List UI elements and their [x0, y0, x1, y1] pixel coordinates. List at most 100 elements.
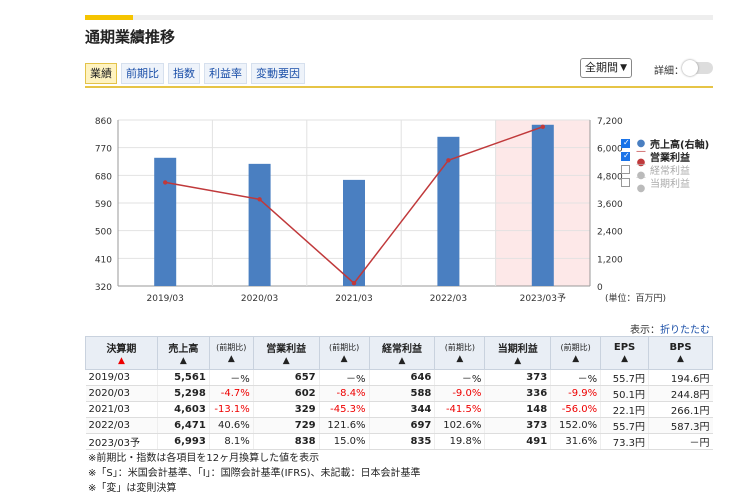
- table-cell-eps: 22.1円: [600, 401, 649, 418]
- tab-performance[interactable]: 業績: [85, 63, 117, 84]
- table-cell-net: 336: [484, 385, 551, 402]
- right-tick-label: 0: [597, 283, 603, 293]
- bar-sales: [343, 179, 365, 286]
- sort-up-icon: ▲: [179, 356, 187, 366]
- left-tick-label: 770: [95, 145, 112, 155]
- table-cell-net: 373: [484, 369, 551, 386]
- table-cell-sales-yoy: 8.1%: [208, 433, 254, 450]
- table-cell-period: 2019/03: [85, 369, 158, 386]
- table-cell-sales: 6,993: [156, 433, 210, 450]
- right-tick-label: 1,200: [597, 255, 623, 265]
- sort-up-icon: ▲: [282, 356, 290, 366]
- legend-label: 営業利益: [650, 153, 690, 164]
- x-tick-label: 2022/03: [430, 294, 467, 304]
- detail-toggle[interactable]: [682, 60, 713, 76]
- sort-up-icon: ▲: [514, 356, 522, 366]
- table-cell-bps: －円: [648, 433, 713, 450]
- performance-table: 決算期 ▲ 売上高 ▲ (前期比) ▲ 営業利益 ▲ (前期比) ▲ 経常利益 ▲ (前期比…: [85, 336, 713, 450]
- bar-sales: [154, 157, 177, 286]
- table-cell-ord-yoy: -9.0%: [434, 385, 485, 402]
- table-cell-net-yoy: -9.9%: [550, 385, 601, 402]
- legend-checkbox-net[interactable]: [621, 178, 630, 187]
- table-cell-ord: 646: [368, 369, 435, 386]
- tab-yoy[interactable]: 前期比: [121, 63, 164, 84]
- unit-label: (単位：百万円): [605, 292, 666, 304]
- table-cell-op-yoy: -45.3%: [318, 401, 370, 418]
- legend-label: 当期利益: [650, 179, 690, 190]
- table-cell-bps: 587.3円: [648, 417, 713, 434]
- table-cell-period: 2021/03: [85, 401, 158, 418]
- legend-label: 経常利益: [650, 166, 690, 177]
- left-tick-label: 410: [95, 255, 112, 265]
- table-cell-ord: 344: [368, 401, 435, 418]
- right-tick-label: 6,000: [597, 145, 623, 155]
- legend-item-net[interactable]: —● 当期利益: [621, 172, 709, 194]
- table-cell-sales: 6,471: [156, 417, 210, 434]
- table-cell-sales-yoy: -13.1%: [208, 401, 254, 418]
- table-cell-ord-yoy: 19.8%: [434, 433, 485, 450]
- tab-index[interactable]: 指数: [168, 63, 200, 84]
- x-tick-label: 2020/03: [241, 294, 278, 304]
- table-cell-sales-yoy: -4.7%: [208, 385, 254, 402]
- performance-chart: 860 7,200 770 6,000 680 4,800 590 3,600 500 2,400…: [95, 117, 666, 304]
- col-net-yoy[interactable]: (前期比) ▲: [550, 336, 602, 370]
- legend-checkbox-sales[interactable]: [621, 138, 630, 148]
- col-operating-yoy[interactable]: (前期比) ▲: [318, 336, 370, 370]
- table-cell-period: 2022/03: [85, 417, 158, 434]
- legend-item-ordinary[interactable]: —● 経常利益: [621, 159, 709, 181]
- top-accent: [85, 15, 133, 20]
- footnote: ※「S」：米国会計基準、「I」：国際会計基準(IFRS)、未記載：日本会計基準: [88, 468, 421, 479]
- table-cell-ord: 588: [368, 385, 435, 402]
- col-operating[interactable]: 営業利益 ▲: [252, 336, 320, 370]
- col-net[interactable]: 当期利益 ▲: [484, 336, 552, 370]
- table-cell-ord: 835: [368, 433, 435, 450]
- table-cell-op-yoy: 15.0%: [318, 433, 370, 450]
- footnotes: ※前期比・指数は各項目を12ヶ月換算した値を表示 ※「S」：米国会計基準、「I」…: [88, 451, 420, 496]
- legend-checkbox-ordinary[interactable]: [621, 165, 630, 174]
- sort-up-icon: ▲: [677, 354, 684, 364]
- point-operating: [446, 158, 451, 163]
- x-tick-label: 2021/03: [335, 294, 372, 304]
- col-ordinary-yoy[interactable]: (前期比) ▲: [434, 336, 486, 370]
- left-tick-label: 680: [95, 172, 112, 182]
- table-cell-op: 329: [252, 401, 320, 418]
- point-operating: [540, 124, 545, 129]
- col-sales-yoy[interactable]: (前期比) ▲: [208, 336, 254, 370]
- legend-label: 売上高(右軸): [650, 140, 710, 151]
- table-cell-ord-yoy: 102.6%: [434, 417, 485, 434]
- legend-item-operating[interactable]: —● 営業利益: [621, 146, 709, 168]
- col-ordinary[interactable]: 経常利益 ▲: [368, 336, 436, 370]
- col-eps[interactable]: EPS ▲: [600, 336, 650, 370]
- table-cell-net: 373: [484, 417, 551, 434]
- table-row: 2022/03 6,471 40.6% 729 121.6% 697 102.6% 373 15…: [85, 417, 713, 434]
- toggle-knob: [682, 60, 698, 76]
- table-cell-eps: 55.7円: [600, 369, 649, 386]
- tab-bar: 業績 前期比 指数 利益率 変動要因: [85, 63, 309, 84]
- left-tick-label: 590: [95, 200, 112, 210]
- table-cell-op-yoy: －%: [318, 369, 370, 386]
- tab-underline: [85, 86, 713, 88]
- sort-up-icon: ▲: [621, 354, 629, 364]
- tab-margin[interactable]: 利益率: [204, 63, 247, 84]
- table-cell-bps: 244.8円: [648, 385, 713, 402]
- sort-up-icon: ▲: [117, 356, 125, 366]
- period-select[interactable]: 全期間 ▼: [580, 58, 632, 78]
- table-cell-ord: 697: [368, 417, 435, 434]
- tab-factors[interactable]: 変動要因: [251, 63, 305, 84]
- table-cell-op: 602: [252, 385, 320, 402]
- legend-line-icon: —●: [636, 171, 646, 194]
- legend-item-sales[interactable]: ● 売上高(右軸): [621, 137, 710, 151]
- legend-checkbox-operating[interactable]: [621, 151, 630, 161]
- col-bps[interactable]: BPS ▲: [648, 336, 713, 370]
- col-sales[interactable]: 売上高 ▲: [156, 336, 210, 370]
- display-label: 表示：: [630, 325, 660, 336]
- table-cell-bps: 194.6円: [648, 369, 713, 386]
- fold-link[interactable]: 折りたたむ: [660, 325, 710, 336]
- left-tick-label: 320: [95, 283, 112, 293]
- chart-legend: ● 売上高(右軸) —● 営業利益 —● 経常利益 —● 当期利益: [621, 137, 710, 194]
- col-period[interactable]: 決算期 ▲: [85, 336, 158, 370]
- x-tick-label: 2019/03: [147, 294, 184, 304]
- footnote: ※「変」は変則決算: [88, 483, 177, 494]
- left-tick-label: 860: [95, 117, 112, 127]
- table-row: 2021/03 4,603 -13.1% 329 -45.3% 344 -41.5% 148-…: [85, 401, 713, 418]
